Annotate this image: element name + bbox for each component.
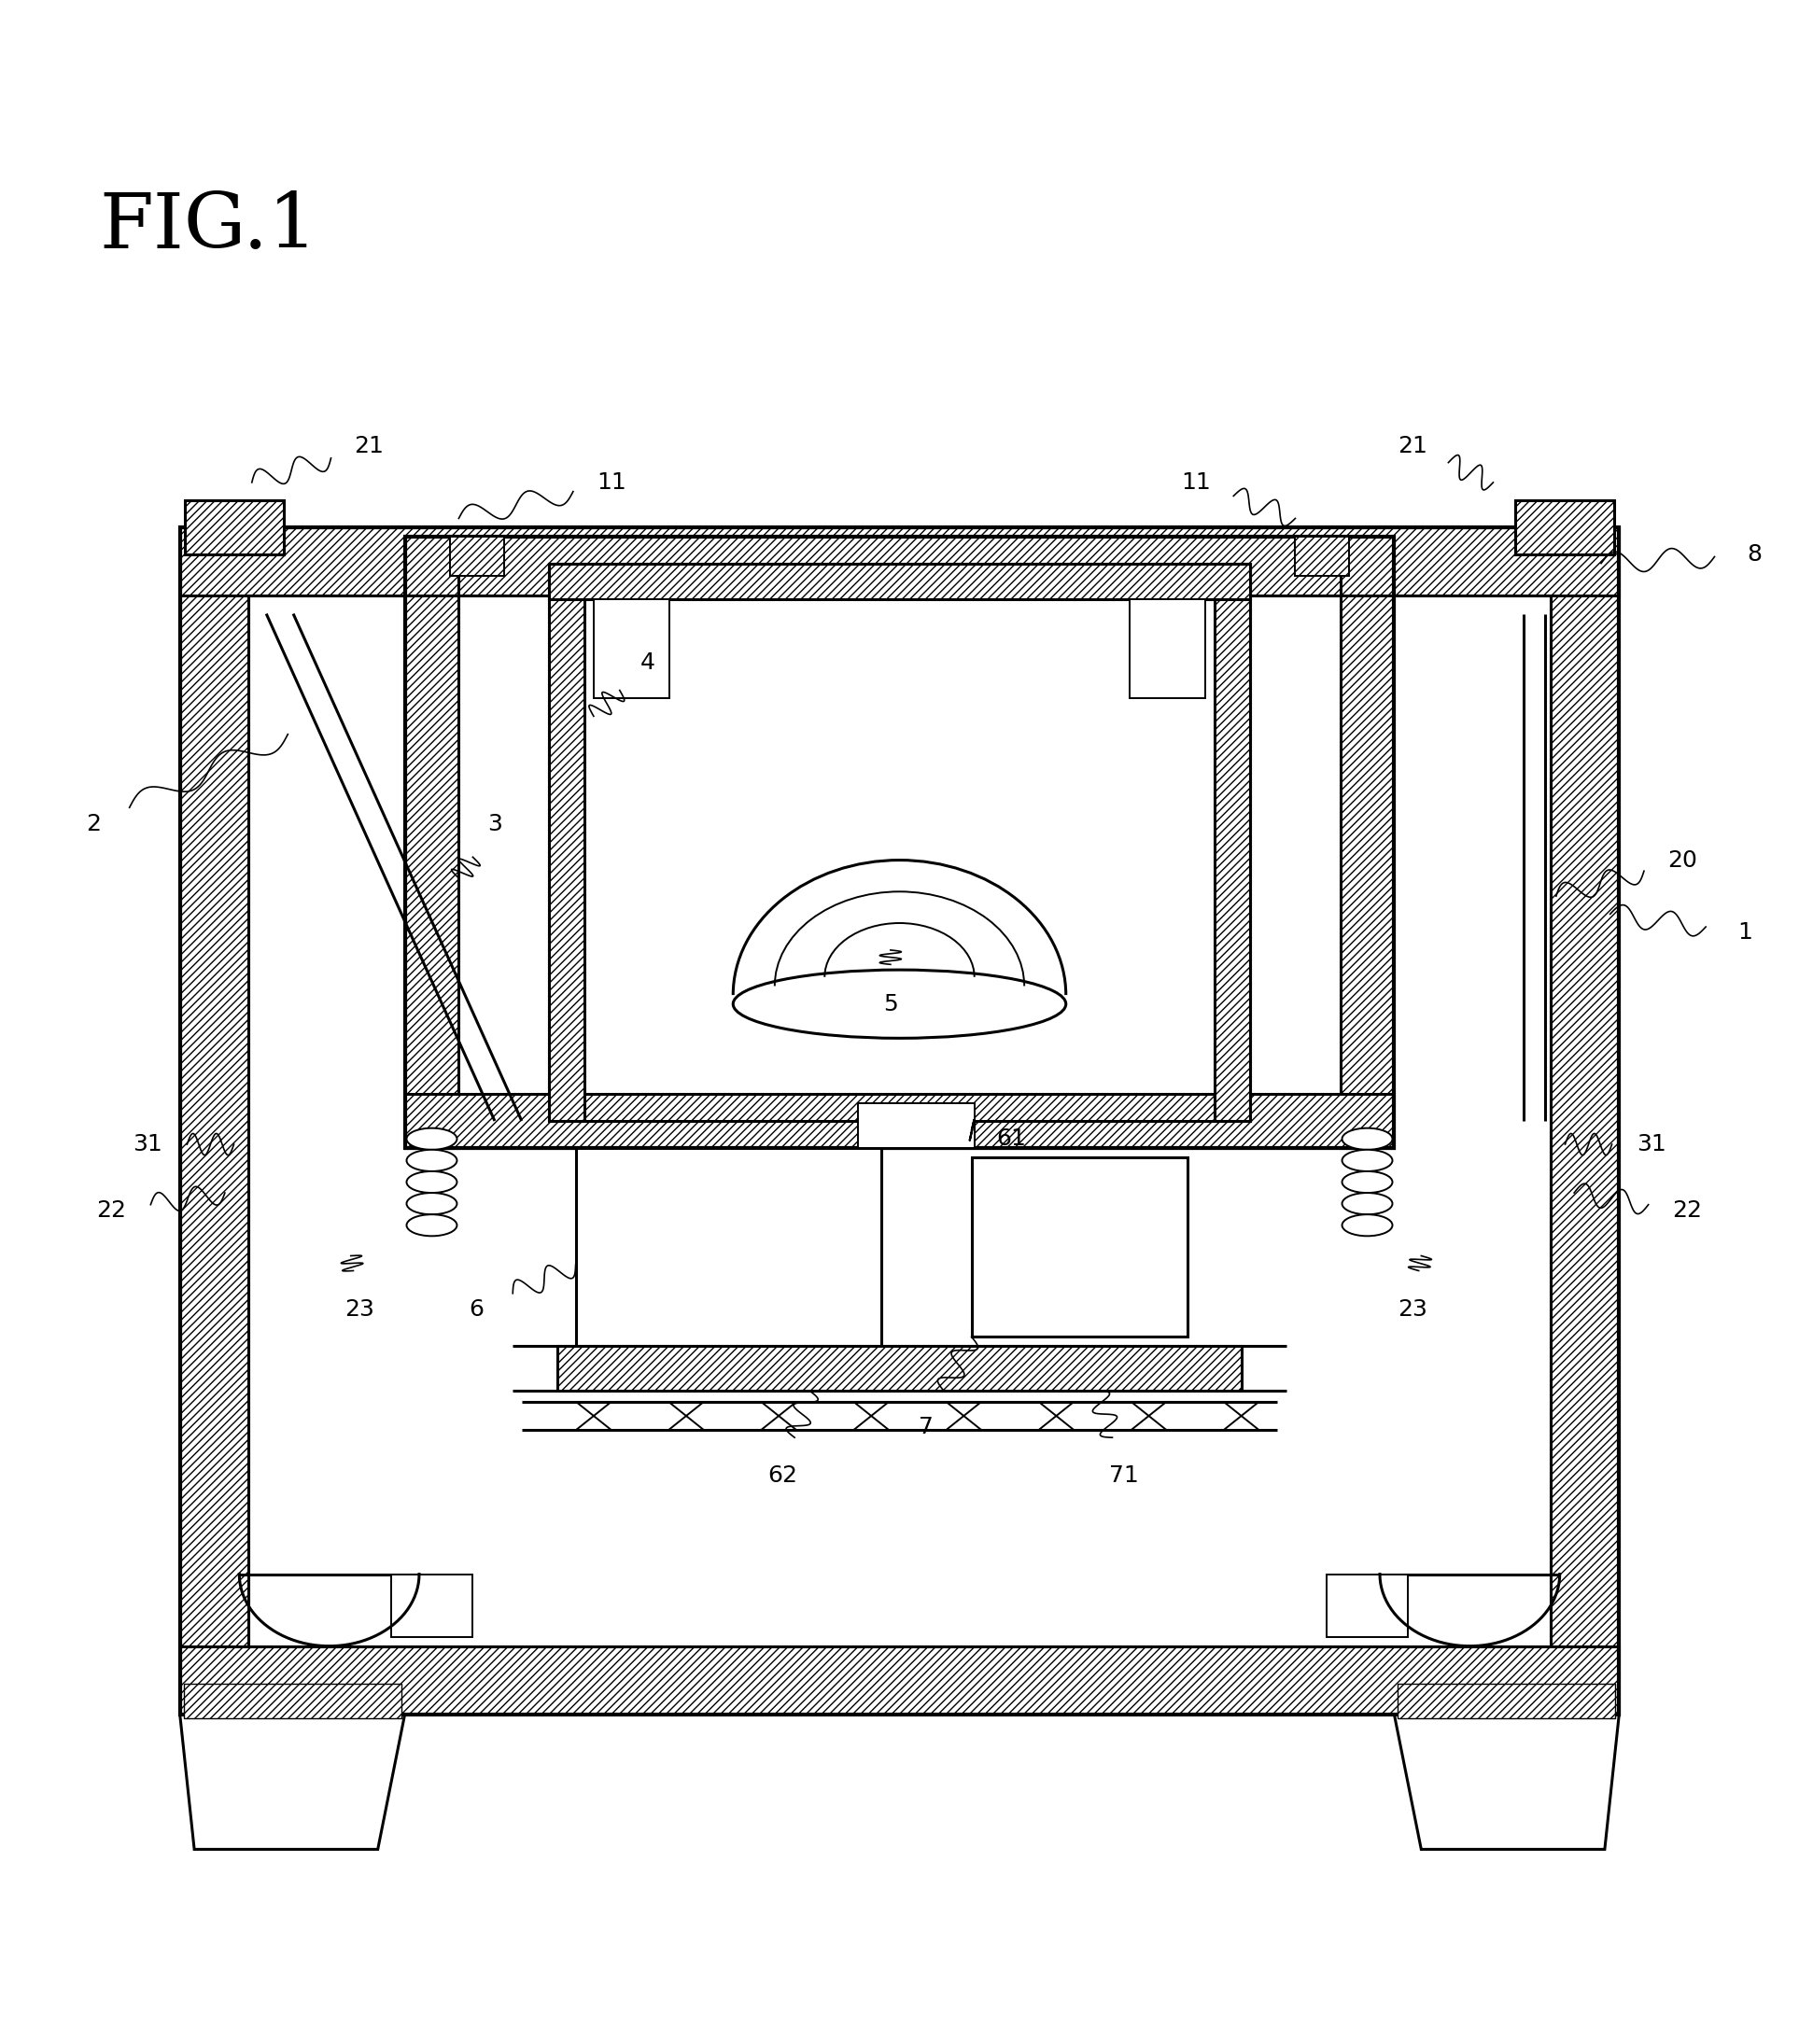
Bar — [1515, 501, 1614, 554]
Ellipse shape — [407, 1171, 457, 1194]
Ellipse shape — [407, 1128, 457, 1149]
Bar — [858, 1104, 975, 1149]
Ellipse shape — [1342, 1214, 1392, 1237]
Text: 1: 1 — [1738, 922, 1752, 942]
Polygon shape — [1394, 1715, 1619, 1850]
Text: 6: 6 — [470, 1298, 484, 1320]
Bar — [549, 564, 1250, 599]
Text: 61: 61 — [997, 1128, 1025, 1151]
Bar — [185, 501, 284, 554]
Text: FIG.1: FIG.1 — [99, 190, 317, 264]
Text: 8: 8 — [1747, 544, 1761, 566]
Text: 5: 5 — [883, 993, 898, 1016]
Bar — [1295, 536, 1349, 576]
Bar — [1130, 599, 1205, 699]
Text: 2: 2 — [86, 814, 101, 836]
Text: 31: 31 — [1637, 1132, 1666, 1155]
Bar — [549, 564, 1250, 1120]
Polygon shape — [180, 1715, 405, 1850]
Ellipse shape — [1342, 1194, 1392, 1214]
Text: 23: 23 — [345, 1298, 374, 1320]
Bar — [576, 1149, 882, 1345]
Text: 4: 4 — [640, 652, 655, 672]
Text: 31: 31 — [133, 1132, 162, 1155]
Text: 22: 22 — [97, 1200, 126, 1222]
Bar — [1340, 536, 1394, 1149]
Text: 23: 23 — [1398, 1298, 1427, 1320]
Bar — [180, 527, 1619, 1715]
Text: 3: 3 — [488, 814, 502, 836]
Text: 21: 21 — [1398, 435, 1427, 458]
Text: 7: 7 — [919, 1414, 934, 1437]
Text: 71: 71 — [1110, 1464, 1139, 1486]
Bar — [180, 527, 1619, 595]
Ellipse shape — [1342, 1149, 1392, 1171]
Bar — [1551, 527, 1619, 1715]
Text: 21: 21 — [354, 435, 383, 458]
Text: 20: 20 — [1668, 848, 1696, 871]
Bar — [1214, 564, 1250, 1120]
Text: 11: 11 — [597, 472, 626, 495]
Ellipse shape — [734, 969, 1065, 1038]
Bar — [450, 536, 504, 576]
Bar — [180, 527, 248, 1715]
Text: 62: 62 — [768, 1464, 797, 1486]
Ellipse shape — [407, 1214, 457, 1237]
Bar — [405, 1094, 1394, 1149]
Text: 11: 11 — [1182, 472, 1211, 495]
Ellipse shape — [407, 1194, 457, 1214]
Bar — [180, 1645, 1619, 1715]
Bar — [405, 536, 459, 1149]
Ellipse shape — [1342, 1128, 1392, 1149]
Bar — [392, 1574, 471, 1637]
Text: 22: 22 — [1673, 1200, 1702, 1222]
Bar — [971, 1157, 1187, 1337]
Bar — [183, 1684, 401, 1719]
Bar — [405, 536, 1394, 1149]
Bar — [1328, 1574, 1409, 1637]
Bar — [558, 1345, 1241, 1390]
Bar — [1398, 1684, 1616, 1719]
Ellipse shape — [1342, 1171, 1392, 1194]
Bar — [549, 564, 585, 1120]
Bar — [594, 599, 669, 699]
Ellipse shape — [407, 1149, 457, 1171]
